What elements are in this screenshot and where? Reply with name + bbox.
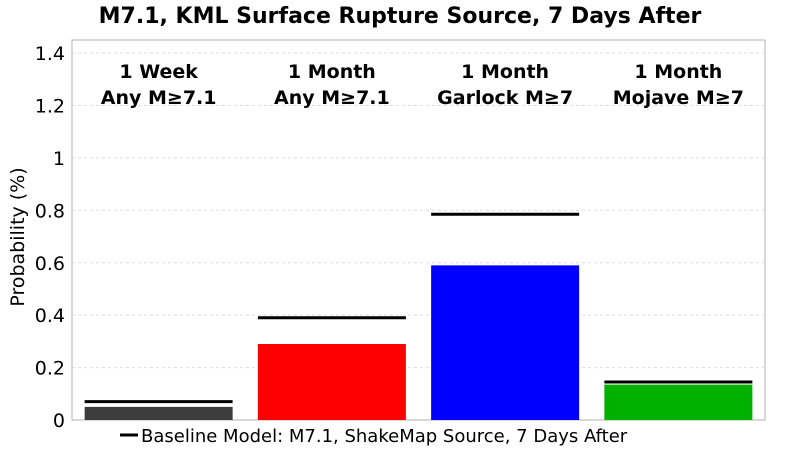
category-labels: 1 Week Any M≥7.1 1 Month Any M≥7.1 1 Month Ga… [101, 61, 744, 109]
category-label: 1 Month [461, 61, 549, 83]
y-tick-label: 0.6 [35, 253, 65, 275]
y-axis-label: Probability (%) [7, 167, 29, 306]
y-tick-labels: 0 0.2 0.4 0.6 0.8 1 1.2 1.4 [35, 43, 65, 432]
category-label: Garlock M≥7 [437, 87, 573, 109]
category-label: 1 Week [119, 61, 198, 83]
y-tick-label: 1.2 [35, 96, 65, 118]
bar [84, 406, 233, 420]
category-label: 1 Month [288, 61, 376, 83]
y-tick-label: 0 [53, 410, 65, 432]
plot-frame [71, 39, 766, 421]
gridlines [72, 52, 765, 369]
category-label: Any M≥7.1 [274, 87, 390, 109]
y-tick-label: 1 [53, 148, 65, 170]
bar [431, 265, 580, 420]
legend: Baseline Model: M7.1, ShakeMap Source, 7… [120, 426, 628, 447]
y-tick-label: 0.4 [35, 305, 65, 327]
category-label: Any M≥7.1 [101, 87, 217, 109]
legend-label: Baseline Model: M7.1, ShakeMap Source, 7… [141, 426, 628, 447]
bars [84, 265, 753, 420]
y-tick-label: 0.2 [35, 358, 65, 380]
category-label: 1 Month [634, 61, 722, 83]
bar [604, 384, 753, 420]
category-label: Mojave M≥7 [613, 87, 744, 109]
y-tick-label: 0.8 [35, 200, 65, 222]
chart-title: M7.1, KML Surface Rupture Source, 7 Days… [99, 4, 702, 29]
baseline-markers [84, 212, 753, 404]
bar [257, 344, 406, 420]
y-tick-label: 1.4 [35, 43, 65, 65]
